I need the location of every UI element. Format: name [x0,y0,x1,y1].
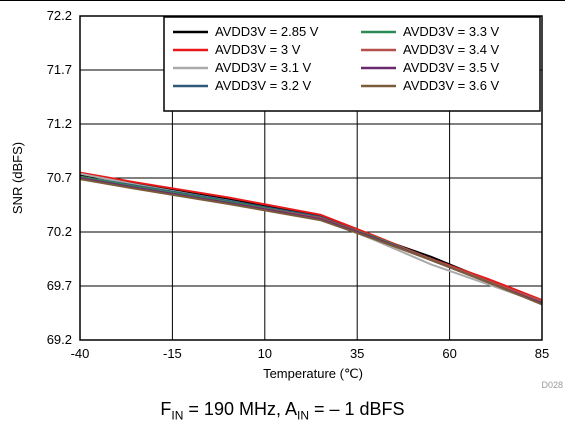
series-line [79,177,543,305]
series-line [79,171,543,301]
x-tick-label: 85 [535,346,549,361]
legend-box [163,16,541,112]
figure-code: D028 [541,380,563,390]
legend: AVDD3V = 2.85 V AVDD3V = 3 V AVDD3V = 3.1 … [163,16,541,112]
legend-entry-label: AVDD3V = 3.6 V [403,78,500,93]
y-tick-label: 70.7 [47,170,72,185]
series-lines [79,171,543,306]
caption-f-letter: F [160,399,172,419]
snr-vs-temperature-chart: 69.2 69.7 70.2 70.7 71.2 71.7 72.2 -40 -15 10 35 6… [10,8,563,390]
y-tick-label: 71.2 [47,116,72,131]
series-line [79,172,543,305]
chart-caption: FIN = 190 MHz, AIN = – 1 dBFS [0,399,565,423]
caption-a-subscript: IN [297,408,309,423]
legend-entry-label: AVDD3V = 3.1 V [215,60,312,75]
x-axis-label: Temperature (℃) [263,366,363,381]
top-rule [0,0,565,1]
legend-entry-label: AVDD3V = 2.85 V [215,24,319,39]
y-tick-label: 71.7 [47,62,72,77]
legend-entry-label: AVDD3V = 3.4 V [403,42,500,57]
series-line [79,178,543,306]
caption-frequency: = 190 MHz, [183,399,285,419]
caption-f-subscript: IN [171,408,184,423]
plot-frame [79,15,543,341]
caption-amplitude: = – 1 dBFS [309,399,405,419]
x-tick-label: 10 [258,346,272,361]
x-tick-label: 35 [350,346,364,361]
y-tick-label: 69.7 [47,278,72,293]
y-tick-labels: 69.2 69.7 70.2 70.7 71.2 71.7 72.2 [47,8,72,347]
caption-a-letter: A [284,399,297,419]
y-tick-label: 72.2 [47,8,72,23]
legend-entry-label: AVDD3V = 3.2 V [215,78,312,93]
x-tick-label: 60 [442,346,456,361]
series-line [79,175,543,304]
x-tick-label: -15 [163,346,182,361]
legend-entry-label: AVDD3V = 3.5 V [403,60,500,75]
series-line [79,175,543,305]
legend-entry-label: AVDD3V = 3.3 V [403,24,500,39]
series-line [79,177,543,303]
y-tick-label: 70.2 [47,224,72,239]
series-line [79,173,543,304]
x-tick-labels: -40 -15 10 35 60 85 [71,346,550,361]
y-axis-label: SNR (dBFS) [10,142,25,214]
y-tick-label: 69.2 [47,332,72,347]
x-tick-label: -40 [71,346,90,361]
legend-entry-label: AVDD3V = 3 V [215,42,301,57]
